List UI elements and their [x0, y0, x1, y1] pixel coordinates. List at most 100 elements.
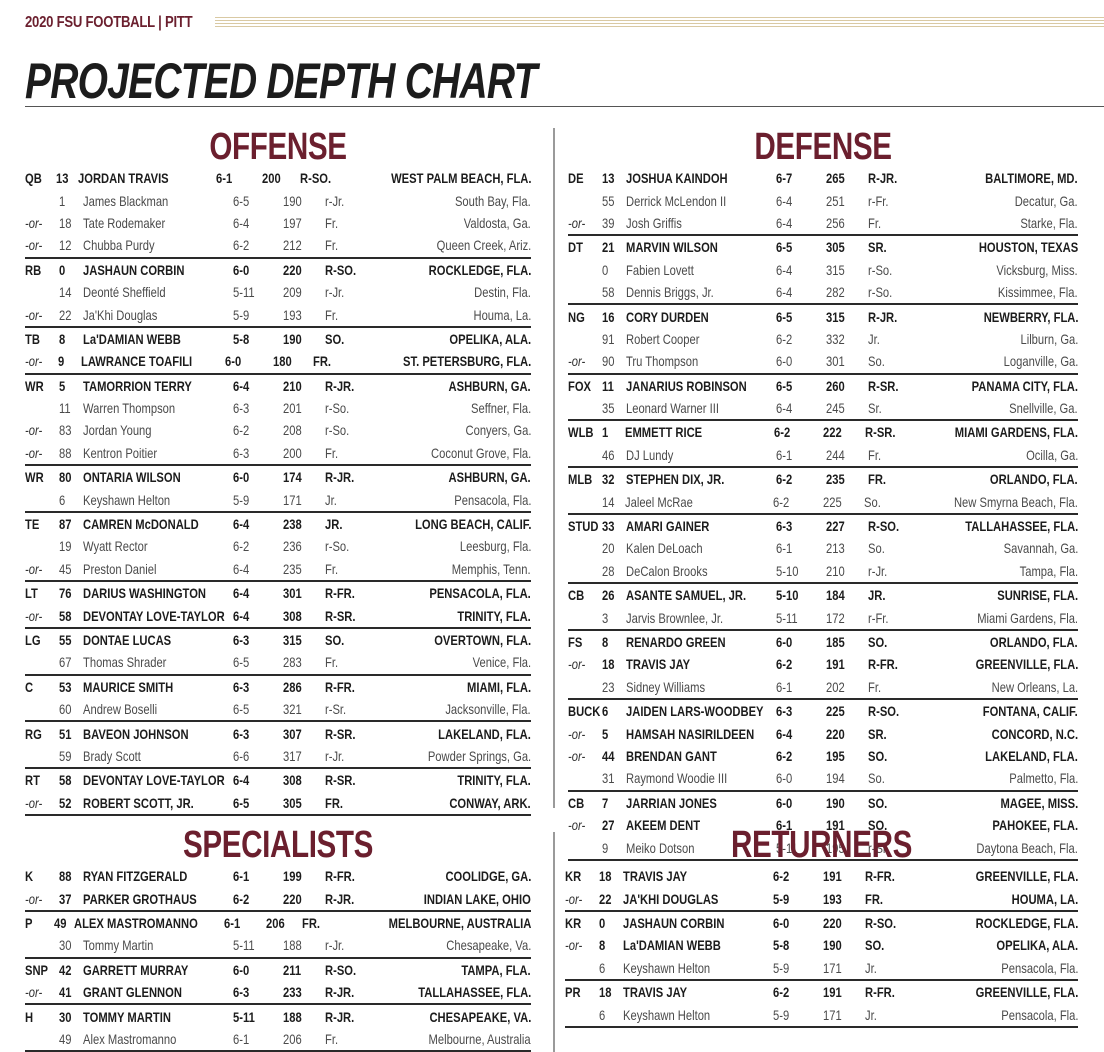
height: 5-10 [776, 587, 799, 604]
player-name: TRAVIS JAY [626, 656, 691, 673]
player-row: CB 26 ASANTE SAMUEL, JR. 5-10 184 JR. SUNRISE,… [568, 584, 1078, 606]
class-year: R-SO. [865, 914, 897, 931]
weight: 301 [283, 585, 302, 602]
height: 6-1 [224, 914, 241, 931]
jersey-number: 59 [59, 747, 72, 764]
position-label [568, 262, 602, 278]
weight: 308 [283, 772, 302, 789]
player-row: 31 Raymond Woodie III 6-0 194 So. Palmetto, F… [568, 767, 1078, 792]
hometown: PAHOKEE, FLA. [992, 817, 1078, 834]
jersey-number: 18 [599, 868, 612, 885]
height: 6-0 [224, 353, 241, 370]
player-name: Fabien Lovett [626, 261, 694, 278]
weight: 206 [283, 1030, 302, 1047]
hometown: Houma, La. [473, 306, 531, 323]
jersey-number: 60 [59, 701, 72, 718]
player-name: LAWRANCE TOAFILI [80, 353, 192, 370]
class-year: Jr. [865, 959, 877, 976]
class-year: So. [868, 540, 885, 557]
position-label: BUCK [568, 703, 601, 720]
jersey-number: 18 [59, 214, 72, 231]
player-row: PR 18 TRAVIS JAY 6-2 191 R-FR. GREENVILLE, FLA… [565, 981, 1078, 1003]
jersey-number: 0 [602, 261, 609, 278]
class-year: Fr. [868, 446, 882, 463]
player-name: DJ Lundy [626, 446, 674, 463]
player-row: -or- 12 Chubba Purdy 6-2 212 Fr. Queen Creek, … [25, 234, 531, 259]
height: 6-2 [233, 890, 250, 907]
hometown: GREENVILLE, FLA. [975, 868, 1078, 885]
class-year: R-JR. [325, 377, 355, 394]
player-row: 35 Leonard Warner III 6-4 245 Sr. Snellville,… [568, 397, 1078, 422]
player-row: 58 Dennis Briggs, Jr. 6-4 282 r-So. Kissimmee… [568, 281, 1078, 306]
hometown: Starke, Fla. [1020, 214, 1078, 231]
player-name: Tru Thompson [626, 353, 699, 370]
position-label: -or- [25, 306, 43, 323]
player-row: H 30 TOMMY MARTIN 5-11 188 R-JR. CHESAPEAKE, V… [25, 1005, 531, 1027]
weight: 171 [283, 491, 302, 508]
weight: 201 [283, 400, 302, 417]
class-year: R-JR. [868, 308, 898, 325]
hometown: ASHBURN, GA. [448, 377, 531, 394]
player-name: BAVEON JOHNSON [83, 725, 189, 742]
player-row: WR 80 ONTARIA WILSON 6-0 174 R-JR. ASHBURN, GA… [25, 466, 531, 488]
class-year: SR. [868, 239, 887, 256]
player-name: ONTARIA WILSON [83, 469, 181, 486]
height: 6-7 [776, 170, 793, 187]
position-label: -or- [25, 444, 43, 461]
class-year: R-SR. [868, 377, 899, 394]
position-label: -or- [25, 890, 43, 907]
hometown: Jacksonville, Fla. [445, 701, 531, 718]
hometown: CHESAPEAKE, VA. [429, 1008, 531, 1025]
position-label: FOX [568, 377, 592, 394]
class-year: JR. [325, 516, 343, 533]
player-row: -or- 39 Josh Griffis 6-4 256 Fr. Starke, Fla. [568, 212, 1078, 237]
jersey-number: 51 [59, 725, 72, 742]
position-label: DT [568, 239, 583, 256]
player-row: -or- 41 GRANT GLENNON 6-3 233 R-JR. TALLAHASSE… [25, 981, 531, 1006]
jersey-number: 30 [59, 937, 72, 954]
jersey-number: 11 [59, 400, 71, 417]
height: 5-9 [773, 959, 790, 976]
position-label: -or- [25, 237, 43, 254]
height: 5-8 [773, 937, 790, 954]
title-rule [25, 106, 1104, 107]
player-name: Kalen DeLoach [626, 540, 703, 557]
position-label: PR [565, 984, 581, 1001]
position-label [25, 492, 59, 508]
position-label: -or- [25, 214, 43, 231]
weight: 212 [283, 237, 302, 254]
weight: 220 [283, 261, 302, 278]
position-label: -or- [565, 937, 583, 954]
position-label [565, 960, 599, 976]
hometown: MIAMI GARDENS, FLA. [954, 424, 1078, 441]
weight: 315 [826, 308, 845, 325]
position-label: RG [25, 725, 42, 742]
class-year: R-SO. [868, 703, 900, 720]
position-label: -or- [565, 890, 583, 907]
weight: 332 [826, 330, 845, 347]
player-row: 14 Deonté Sheffield 5-11 209 r-Jr. Destin, Fl… [25, 281, 531, 303]
player-name: MAURICE SMITH [83, 678, 174, 695]
player-name: TRAVIS JAY [623, 984, 688, 1001]
jersey-number: 6 [599, 959, 606, 976]
height: 6-5 [776, 239, 793, 256]
jersey-number: 16 [602, 308, 615, 325]
class-year: r-Sr. [325, 701, 347, 718]
weight: 225 [822, 493, 842, 510]
class-year: R-SR. [325, 725, 356, 742]
player-row: FS 8 RENARDO GREEN 6-0 185 SO. ORLANDO, FLA. [568, 631, 1078, 653]
height: 5-11 [776, 839, 798, 856]
class-year: SO. [325, 330, 345, 347]
player-name: JASHAUN CORBIN [623, 914, 725, 931]
jersey-number: 31 [602, 770, 615, 787]
player-name: JORDAN TRAVIS [78, 170, 169, 187]
weight: 185 [826, 634, 845, 650]
jersey-number: 45 [59, 560, 72, 577]
jersey-number: 0 [59, 261, 66, 278]
position-label: -or- [568, 817, 586, 834]
player-row: 6 Keyshawn Helton 5-9 171 Jr. Pensacola, Fla. [565, 957, 1078, 981]
hometown: OPELIKA, ALA. [996, 937, 1078, 954]
player-row: TE 87 CAMREN McDONALD 6-4 238 JR. LONG BEACH, … [25, 513, 531, 535]
hometown: Memphis, Tenn. [452, 560, 531, 577]
player-row: 3 Jarvis Brownlee, Jr. 5-11 172 r-Fr. Miami G… [568, 606, 1078, 631]
